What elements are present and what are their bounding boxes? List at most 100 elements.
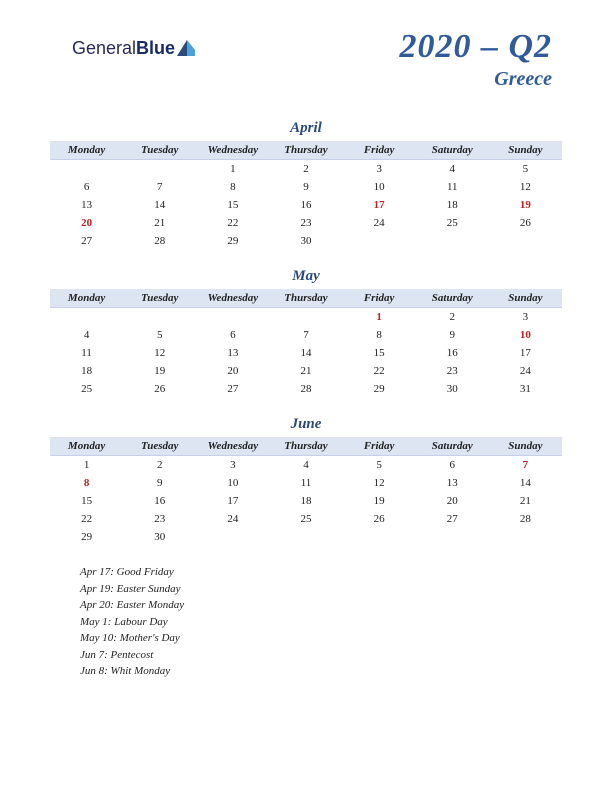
day-cell <box>123 308 196 327</box>
day-cell: 20 <box>196 362 269 380</box>
day-cell: 31 <box>489 380 562 398</box>
day-cell: 7 <box>123 178 196 196</box>
table-row: 18192021222324 <box>50 362 562 380</box>
day-header: Saturday <box>416 141 489 160</box>
day-header: Friday <box>343 141 416 160</box>
table-row: 123 <box>50 308 562 327</box>
day-cell: 7 <box>489 456 562 475</box>
day-cell: 30 <box>269 232 342 250</box>
calendar-april: AprilMondayTuesdayWednesdayThursdayFrida… <box>50 120 562 250</box>
day-cell: 29 <box>196 232 269 250</box>
day-cell: 24 <box>489 362 562 380</box>
day-header: Thursday <box>269 289 342 308</box>
table-row: 45678910 <box>50 326 562 344</box>
day-cell: 10 <box>196 474 269 492</box>
day-cell: 4 <box>416 160 489 179</box>
day-cell: 13 <box>50 196 123 214</box>
day-cell: 11 <box>269 474 342 492</box>
calendar-table: MondayTuesdayWednesdayThursdayFridaySatu… <box>50 141 562 250</box>
day-cell: 27 <box>50 232 123 250</box>
calendar-table: MondayTuesdayWednesdayThursdayFridaySatu… <box>50 437 562 546</box>
table-row: 2930 <box>50 528 562 546</box>
day-header: Friday <box>343 437 416 456</box>
day-cell: 9 <box>269 178 342 196</box>
day-cell: 21 <box>489 492 562 510</box>
day-cell: 5 <box>489 160 562 179</box>
calendar-june: June MondayTuesdayWednesdayThursdayFriday… <box>50 416 562 546</box>
day-cell: 8 <box>196 178 269 196</box>
day-header: Wednesday <box>196 289 269 308</box>
logo: GeneralBlue <box>72 38 195 59</box>
day-cell <box>343 232 416 250</box>
day-cell: 17 <box>343 196 416 214</box>
day-cell: 19 <box>123 362 196 380</box>
day-cell: 26 <box>343 510 416 528</box>
day-cell: 19 <box>489 196 562 214</box>
day-cell: 12 <box>343 474 416 492</box>
day-cell: 25 <box>269 510 342 528</box>
day-cell <box>269 528 342 546</box>
calendars-container: AprilMondayTuesdayWednesdayThursdayFrida… <box>50 120 562 546</box>
day-cell <box>196 528 269 546</box>
day-cell: 2 <box>269 160 342 179</box>
day-cell: 15 <box>196 196 269 214</box>
day-cell: 22 <box>343 362 416 380</box>
day-cell: 2 <box>123 456 196 475</box>
day-header: Sunday <box>489 289 562 308</box>
day-header: Friday <box>343 289 416 308</box>
day-cell: 3 <box>196 456 269 475</box>
day-cell <box>269 308 342 327</box>
day-cell: 1 <box>196 160 269 179</box>
day-cell: 29 <box>343 380 416 398</box>
day-cell: 8 <box>343 326 416 344</box>
day-cell: 12 <box>489 178 562 196</box>
day-cell: 23 <box>123 510 196 528</box>
day-cell: 3 <box>343 160 416 179</box>
day-cell: 3 <box>489 308 562 327</box>
day-cell: 10 <box>343 178 416 196</box>
table-row: 13141516171819 <box>50 196 562 214</box>
day-header: Thursday <box>269 141 342 160</box>
logo-text-general: General <box>72 38 136 59</box>
day-header: Wednesday <box>196 437 269 456</box>
day-cell: 25 <box>416 214 489 232</box>
logo-text-blue: Blue <box>136 38 175 59</box>
holiday-item: May 10: Mother's Day <box>80 630 562 647</box>
day-cell: 20 <box>416 492 489 510</box>
day-header: Saturday <box>416 437 489 456</box>
day-header: Sunday <box>489 437 562 456</box>
day-cell: 26 <box>489 214 562 232</box>
day-cell: 19 <box>343 492 416 510</box>
day-cell: 9 <box>416 326 489 344</box>
day-cell: 21 <box>269 362 342 380</box>
day-cell: 29 <box>50 528 123 546</box>
holiday-list: Apr 17: Good FridayApr 19: Easter Sunday… <box>50 564 562 680</box>
table-row: 25262728293031 <box>50 380 562 398</box>
day-cell: 26 <box>123 380 196 398</box>
day-cell: 28 <box>489 510 562 528</box>
day-cell: 27 <box>416 510 489 528</box>
day-header: Tuesday <box>123 141 196 160</box>
day-cell: 24 <box>343 214 416 232</box>
day-cell: 30 <box>416 380 489 398</box>
day-cell: 18 <box>269 492 342 510</box>
holiday-item: Jun 7: Pentecost <box>80 647 562 664</box>
table-row: 1234567 <box>50 456 562 475</box>
day-header: Wednesday <box>196 141 269 160</box>
day-cell: 8 <box>50 474 123 492</box>
day-cell: 13 <box>416 474 489 492</box>
month-name: June <box>50 416 562 433</box>
table-row: 15161718192021 <box>50 492 562 510</box>
day-cell: 17 <box>489 344 562 362</box>
day-cell: 18 <box>50 362 123 380</box>
day-header: Tuesday <box>123 437 196 456</box>
day-cell <box>343 528 416 546</box>
day-cell: 10 <box>489 326 562 344</box>
day-cell: 18 <box>416 196 489 214</box>
day-cell: 28 <box>123 232 196 250</box>
day-cell: 16 <box>416 344 489 362</box>
day-cell: 6 <box>196 326 269 344</box>
table-row: 891011121314 <box>50 474 562 492</box>
day-cell: 16 <box>269 196 342 214</box>
table-row: 11121314151617 <box>50 344 562 362</box>
